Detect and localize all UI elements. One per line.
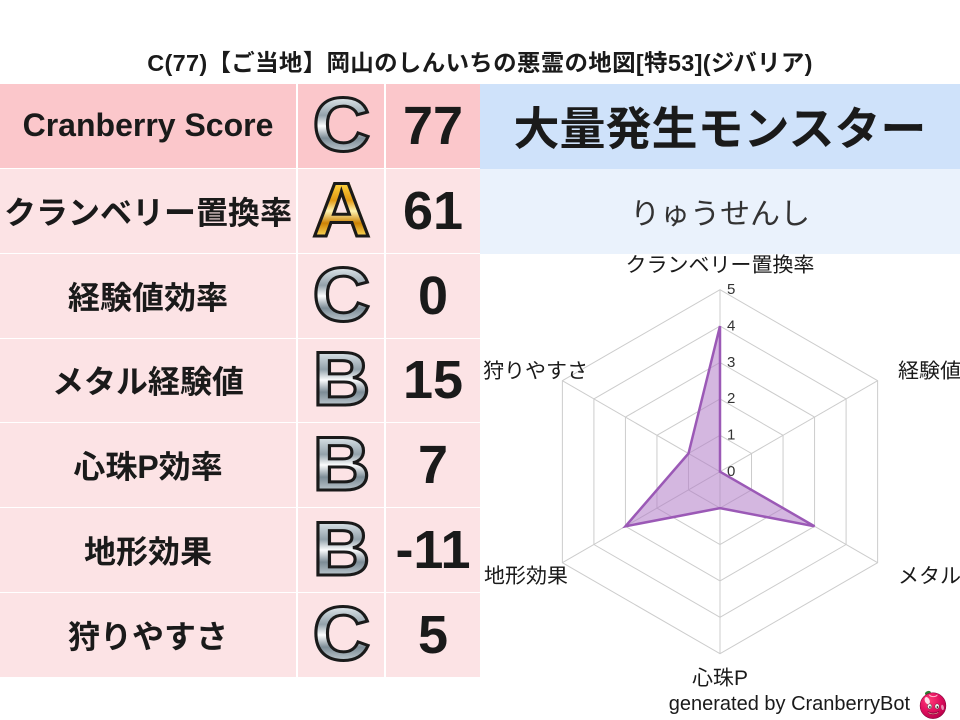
svg-text:2: 2 (727, 390, 735, 407)
svg-text:4: 4 (727, 318, 735, 335)
svg-text:3: 3 (727, 354, 735, 371)
svg-text:クランベリー置換率: クランベリー置換率 (626, 254, 815, 277)
svg-text:1: 1 (727, 427, 735, 444)
svg-text:0: 0 (727, 463, 735, 480)
svg-text:メタル: メタル (898, 565, 960, 588)
svg-text:狩りやすさ: 狩りやすさ (483, 360, 588, 383)
svg-text:地形効果: 地形効果 (484, 565, 568, 588)
svg-text:5: 5 (727, 281, 735, 298)
svg-text:経験値: 経験値 (898, 360, 960, 383)
